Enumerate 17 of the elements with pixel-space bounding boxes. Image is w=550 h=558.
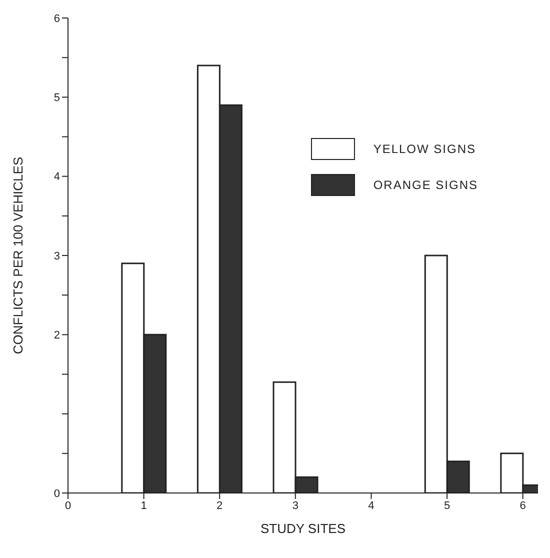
legend-label: ORANGE SIGNS xyxy=(373,178,478,192)
y-tick-label: 3 xyxy=(54,250,60,262)
y-tick-label: 0 xyxy=(54,488,60,500)
legend-label: YELLOW SIGNS xyxy=(373,142,476,156)
x-tick-label: 3 xyxy=(292,500,298,512)
y-tick-label: 2 xyxy=(54,330,60,342)
x-tick-label: 0 xyxy=(64,500,72,512)
x-tick-label: 6 xyxy=(520,500,526,512)
x-tick-label: 2 xyxy=(216,500,223,512)
x-axis-title: STUDY SITES xyxy=(260,521,346,536)
x-tick-label: 1 xyxy=(140,500,147,512)
y-tick-label: 4 xyxy=(54,171,60,184)
y-tick-label: 6 xyxy=(54,12,60,25)
y-tick-label: 5 xyxy=(54,92,60,104)
x-tick-label: 4 xyxy=(368,500,374,512)
x-tick-label: 5 xyxy=(444,500,450,512)
y-axis-title: CONFLICTS PER 100 VEHICLES xyxy=(10,156,26,354)
